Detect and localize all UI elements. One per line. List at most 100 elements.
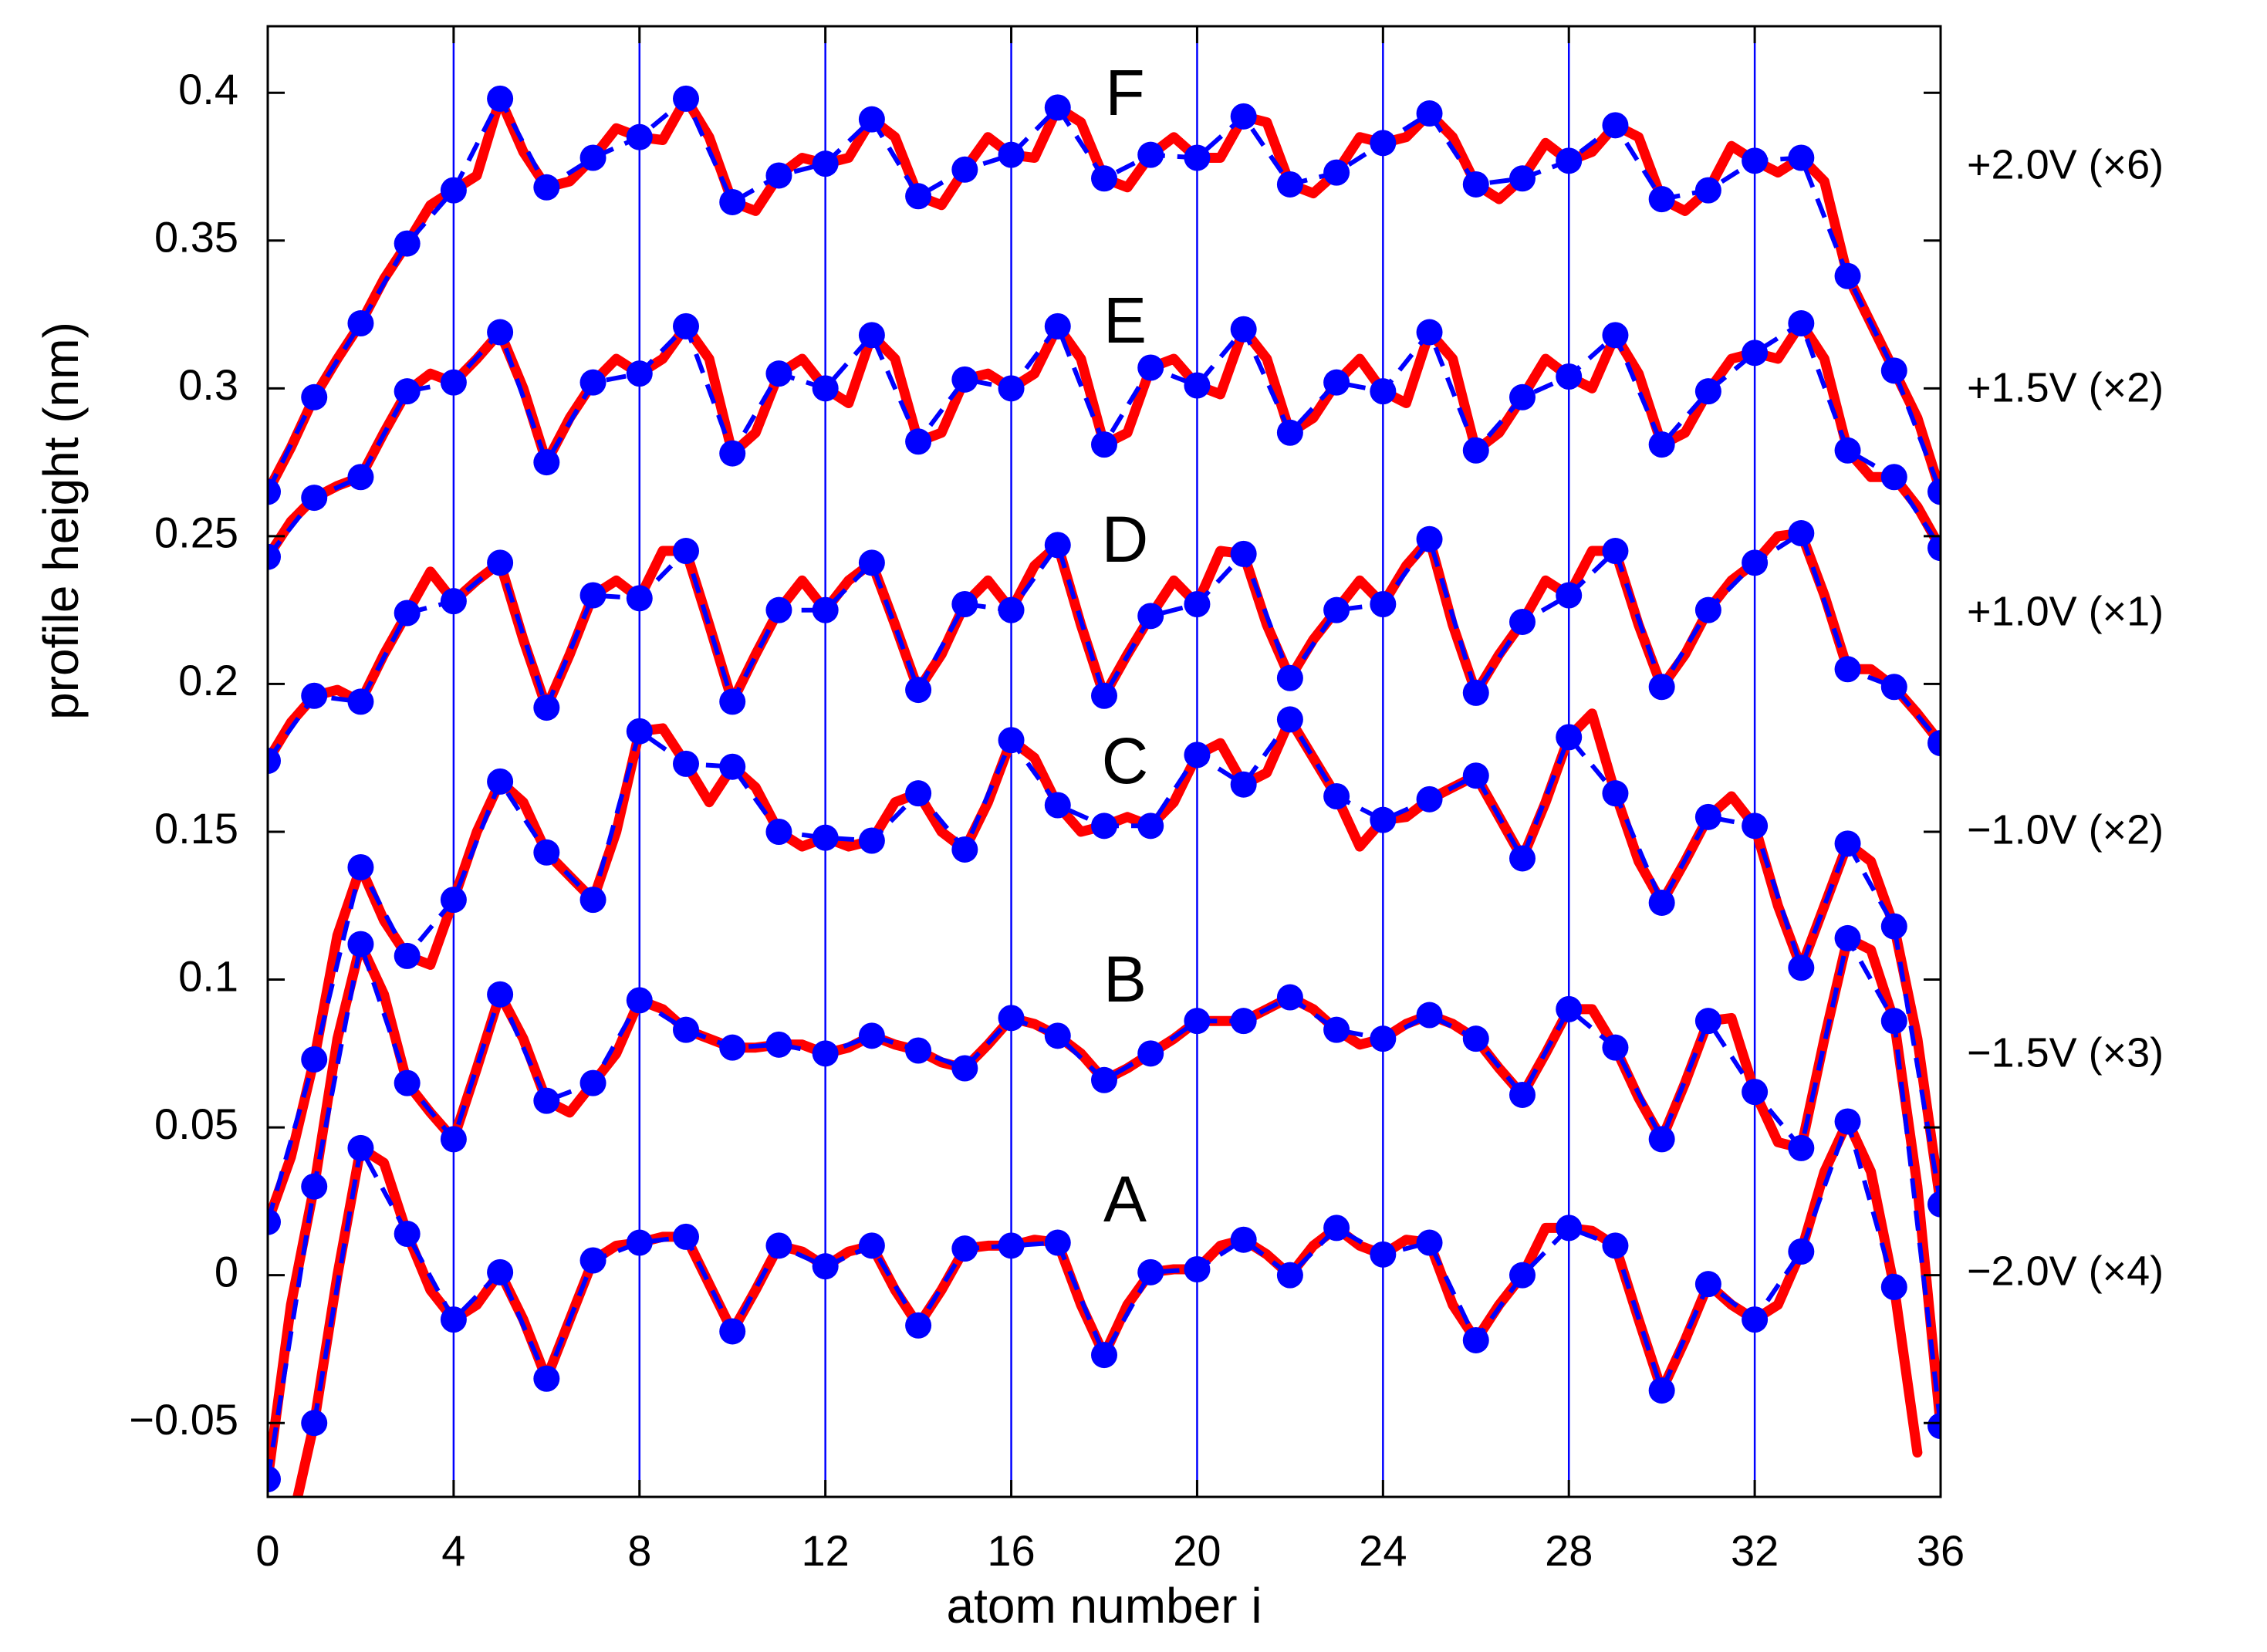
data-point bbox=[1880, 357, 1907, 384]
data-point bbox=[1880, 674, 1907, 701]
data-point bbox=[719, 1034, 746, 1061]
data-point bbox=[998, 375, 1025, 402]
data-point bbox=[1509, 1081, 1536, 1108]
bias-label: −1.0V (×2) bbox=[1967, 806, 2164, 853]
data-point bbox=[1323, 1215, 1350, 1242]
data-point bbox=[812, 1253, 839, 1280]
data-point bbox=[1648, 186, 1675, 213]
data-point bbox=[1556, 363, 1583, 390]
x-tick-label: 28 bbox=[1545, 1526, 1593, 1575]
data-point bbox=[268, 748, 281, 775]
data-point bbox=[1044, 312, 1071, 340]
data-point bbox=[905, 780, 932, 807]
data-point bbox=[1602, 112, 1629, 139]
data-point bbox=[487, 1258, 514, 1285]
bias-label: −1.5V (×3) bbox=[1967, 1029, 2164, 1076]
data-point bbox=[301, 383, 328, 410]
data-point bbox=[1184, 144, 1211, 171]
data-point bbox=[1602, 1034, 1629, 1061]
series-label: D bbox=[1102, 503, 1149, 576]
data-point bbox=[951, 836, 978, 863]
data-point bbox=[1788, 954, 1815, 981]
data-point bbox=[765, 360, 792, 387]
data-point bbox=[1880, 464, 1907, 491]
data-point bbox=[1509, 845, 1536, 872]
data-point bbox=[1230, 771, 1257, 798]
data-point bbox=[579, 887, 606, 914]
series-label: A bbox=[1103, 1163, 1147, 1235]
data-point bbox=[268, 478, 281, 505]
data-point bbox=[487, 981, 514, 1008]
data-point bbox=[812, 375, 839, 402]
y-tick-label: 0.2 bbox=[178, 656, 238, 704]
data-point bbox=[394, 1069, 421, 1096]
x-tick-label: 20 bbox=[1173, 1526, 1221, 1575]
series-label: C bbox=[1102, 725, 1149, 797]
x-tick-label: 24 bbox=[1359, 1526, 1407, 1575]
plot-area bbox=[268, 85, 1941, 1497]
data-point bbox=[719, 188, 746, 215]
data-point bbox=[1648, 431, 1675, 458]
data-point bbox=[1044, 792, 1071, 819]
y-tick-label: 0 bbox=[215, 1247, 238, 1296]
data-point bbox=[487, 85, 514, 112]
data-point bbox=[626, 360, 653, 387]
x-tick-label: 12 bbox=[802, 1526, 850, 1575]
data-point bbox=[1509, 1262, 1536, 1289]
data-point bbox=[998, 1232, 1025, 1259]
data-point bbox=[394, 600, 421, 627]
data-point bbox=[765, 818, 792, 845]
data-point bbox=[1788, 144, 1815, 171]
data-point bbox=[1323, 596, 1350, 623]
data-point bbox=[1927, 1191, 1941, 1218]
data-point bbox=[1509, 383, 1536, 410]
data-point bbox=[268, 1466, 281, 1493]
data-point bbox=[1556, 1215, 1583, 1242]
data-point bbox=[1602, 780, 1629, 807]
x-tick-label: 4 bbox=[441, 1526, 465, 1575]
data-point bbox=[1742, 340, 1769, 367]
data-point bbox=[1788, 310, 1815, 337]
data-point bbox=[301, 682, 328, 709]
data-point bbox=[626, 585, 653, 612]
data-point bbox=[1556, 724, 1583, 751]
data-point bbox=[858, 1232, 885, 1259]
data-point bbox=[1044, 1022, 1071, 1049]
data-point bbox=[487, 319, 514, 346]
data-point bbox=[858, 322, 885, 349]
data-point bbox=[719, 1318, 746, 1345]
y-tick-label: 0.05 bbox=[154, 1100, 238, 1148]
data-point bbox=[765, 162, 792, 189]
data-point bbox=[533, 694, 560, 721]
y-tick-label: 0.15 bbox=[154, 804, 238, 853]
data-point bbox=[673, 85, 699, 112]
data-point bbox=[1230, 1226, 1257, 1253]
data-point bbox=[1602, 322, 1629, 349]
data-point bbox=[1370, 1241, 1397, 1268]
data-point bbox=[626, 123, 653, 150]
data-point bbox=[1091, 165, 1117, 192]
data-point bbox=[1742, 147, 1769, 174]
data-point bbox=[1462, 171, 1489, 198]
data-point bbox=[1927, 730, 1941, 757]
data-point bbox=[1556, 995, 1583, 1022]
data-point bbox=[1927, 1413, 1941, 1440]
data-point bbox=[533, 1087, 560, 1114]
data-point bbox=[1276, 664, 1303, 691]
data-point bbox=[1834, 924, 1861, 951]
data-point bbox=[1137, 1258, 1164, 1285]
data-point bbox=[1276, 706, 1303, 733]
data-point bbox=[1462, 437, 1489, 464]
data-point bbox=[858, 106, 885, 133]
data-point bbox=[579, 1247, 606, 1274]
data-point bbox=[1370, 130, 1397, 157]
data-point bbox=[1788, 1134, 1815, 1161]
data-point bbox=[301, 485, 328, 512]
data-point bbox=[1323, 369, 1350, 396]
data-point bbox=[268, 1208, 281, 1235]
data-point bbox=[1416, 1229, 1443, 1256]
data-point bbox=[1462, 679, 1489, 706]
data-point bbox=[1230, 316, 1257, 343]
